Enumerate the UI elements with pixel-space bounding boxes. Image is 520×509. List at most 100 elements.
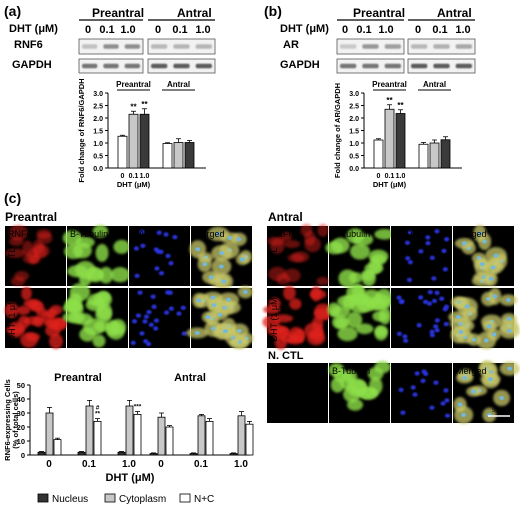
panel-c-chart-y-tick-label: 10 [17, 437, 25, 446]
panel-b-chart-bar [384, 108, 395, 169]
preantral-tile-merged-nucleus [211, 303, 217, 308]
preantral-tile-merged-nucleus [210, 326, 216, 331]
panel-c-chart-group-title: Preantral [54, 372, 102, 384]
preantral-tile-dapi-nucleus [151, 304, 157, 309]
ncontrol-channel-label: DAPI [394, 366, 415, 376]
panel-b-chart-significance: ** [397, 101, 404, 110]
antral-tile-rnf6-cell [263, 305, 281, 314]
antral-tile-merged-nucleus [477, 231, 483, 236]
antral-tile-dapi-nucleus [429, 332, 435, 338]
preantral-tile-dapi-nucleus [176, 311, 182, 316]
panel-b-ar-band [455, 44, 472, 49]
panel-c-chart-x-tick-label: 0 [158, 459, 164, 470]
panel-c-chart-bar [237, 415, 246, 456]
panel-b-chart-y-tick-label: 2.5 [349, 104, 359, 111]
preantral-tile-dapi-nucleus [133, 246, 139, 251]
panel-a-chart-significance: ** [141, 100, 148, 109]
preantral-tile-merged-nucleus [217, 312, 223, 317]
antral-tile-merged-nucleus [506, 316, 512, 321]
panel-c-chart-y-tick-label: 30 [17, 409, 25, 418]
panel-c-chart-y-tick-label: 40 [17, 395, 25, 404]
panel-b-dose-label: 0 [342, 24, 348, 36]
panel-b-gapdh-band [340, 63, 357, 69]
ncontrol-tile-dapi-nucleus [420, 378, 426, 384]
antral-tile-merged-nucleus [488, 276, 494, 281]
panel-c-chart-x-tick-label: 1.0 [234, 459, 248, 470]
panel-c-chart-legend-swatch [37, 493, 49, 503]
panel-c: (c) Preantral Antral N. CTL RNF6 B-Tubuli… [3, 190, 520, 505]
panel-a-chart-y-tick-label: 2.0 [93, 116, 103, 123]
panel-a-gapdh-band [173, 63, 190, 69]
preantral-tile-tubulin-cell [92, 334, 106, 348]
preantral-tile-merged-nucleus [218, 264, 224, 269]
ncontrol-channel-label: Normal IgG [270, 366, 319, 376]
antral-tile-dapi-nucleus [429, 255, 435, 261]
preantral-tile-merged-nucleus [215, 231, 221, 236]
panel-b-chart-bar [418, 143, 429, 169]
antral-tile-merged-nucleus [506, 328, 512, 333]
antral-tile-merged-nucleus [464, 304, 470, 309]
panel-a-chart-group-label: Antral [167, 80, 190, 89]
preantral-tile-merged-nucleus [208, 275, 214, 280]
panel-b-dose-label: 0 [415, 24, 421, 36]
preantral-row-label: CTL [7, 247, 17, 264]
antral-tile-tubulin-cell [337, 326, 358, 342]
panel-a-chart-y-axis-title: Fold change of RNF6/GAPDH [77, 78, 86, 182]
ncontrol-tile-dapi-nucleus [440, 401, 446, 406]
antral-tile-merged-nucleus [456, 315, 461, 320]
antral-channel-label: DAPI [394, 229, 415, 239]
panel-a-chart-bar [117, 135, 128, 169]
preantral-tile-tubulin-cell [110, 267, 130, 283]
preantral-tile-merged-nucleus [221, 279, 227, 284]
panel-b-gapdh-band [411, 63, 428, 69]
panel-a-rnf6-band [173, 44, 190, 49]
panel-c-chart-bar [85, 405, 94, 456]
antral-channel-label: RNF6 [270, 229, 294, 239]
antral-tile-tubulin-cell [350, 243, 371, 260]
preantral-tile-merged-nucleus [223, 329, 228, 334]
antral-tile-merged-nucleus [486, 324, 492, 329]
ncontrol-tile-dapi-nucleus [400, 410, 406, 415]
preantral-tile-merged-nucleus [205, 315, 211, 320]
antral-tile-tubulin-cell [370, 294, 392, 311]
antral-tile-dapi-nucleus [426, 301, 433, 306]
panel-c-chart-legend-swatch [104, 493, 116, 503]
panel-a-chart-y-tick-label: 3.0 [93, 91, 103, 98]
ncontrol-tile-merged-nucleus [461, 412, 467, 417]
antral-tile-dapi-nucleus [434, 290, 440, 296]
preantral-tile-dapi-nucleus [172, 234, 178, 240]
preantral-tile-merged-nucleus [202, 262, 208, 267]
preantral-tile-merged-nucleus [195, 247, 201, 252]
preantral-tile-dapi-nucleus [154, 266, 160, 271]
panel-a-rnf6-band [151, 44, 168, 49]
panel-b-chart-group-label: Antral [423, 80, 446, 89]
panel-b-ar-band [411, 44, 428, 49]
ncontrol-tile-merged-nucleus [488, 377, 493, 382]
antral-tile-dapi-nucleus [416, 323, 422, 328]
panel-a-chart-bar [139, 113, 150, 169]
panel-a-chart-y-tick-label: 2.5 [93, 104, 103, 111]
panel-c-chart-y-axis-title: (% of total cells) [11, 391, 20, 449]
antral-tile-rnf6-cell [262, 315, 281, 329]
preantral-channel-label: Merged [194, 229, 225, 239]
antral-tile-dapi-nucleus [439, 296, 445, 301]
preantral-tile-dapi-nucleus [137, 290, 143, 295]
antral-tile-dapi-nucleus [425, 241, 431, 246]
ncontrol-channel-label: Merged [456, 366, 487, 376]
preantral-tile-dapi-nucleus [153, 247, 159, 252]
ncontrol-tile-tubulin-cell [333, 368, 347, 383]
antral-tile-rnf6-cell [276, 273, 290, 285]
preantral-tile-merged-nucleus [242, 290, 248, 295]
ncontrol-tile-dapi-nucleus [429, 405, 435, 410]
panel-c-chart-bar [53, 439, 62, 456]
preantral-tile-dapi-nucleus [153, 318, 160, 323]
panel-a-gapdh-band [103, 63, 119, 69]
antral-row-label: CTL [269, 247, 279, 264]
panel-b-chart-bar [440, 139, 451, 169]
preantral-tile-tubulin-cell [62, 230, 82, 246]
panel-b-ar-band [433, 44, 450, 49]
preantral-tile-rnf6-cell [8, 224, 29, 241]
ncontrol-tile-tubulin-cell [343, 385, 361, 403]
panel-b-chart-y-tick-label: 1.0 [349, 141, 359, 148]
antral-tile-dapi-nucleus [442, 306, 448, 312]
